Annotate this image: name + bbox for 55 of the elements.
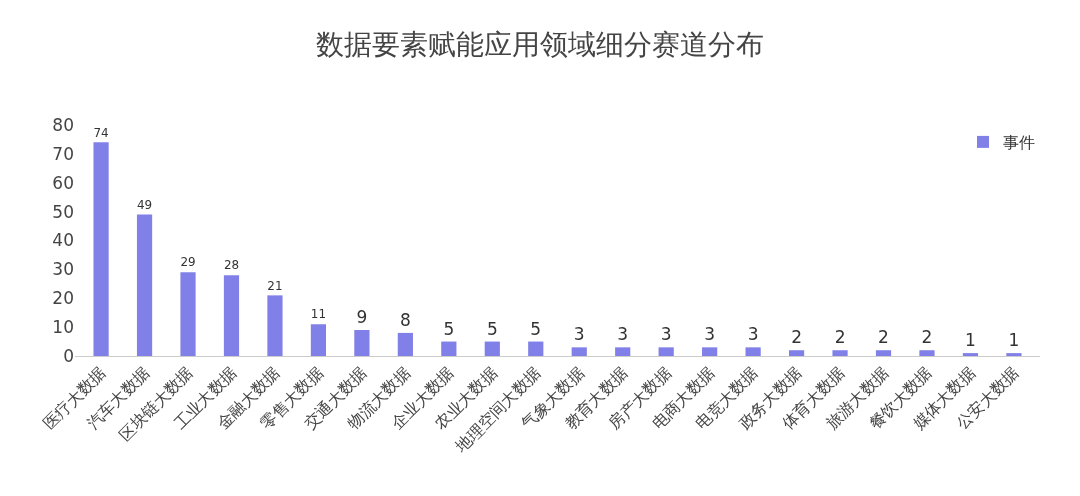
data-label: 1 — [965, 330, 976, 351]
data-label: 21 — [267, 278, 283, 293]
legend-label: 事件 — [1003, 133, 1035, 153]
data-label: 3 — [573, 324, 585, 345]
bar — [397, 332, 413, 356]
bar — [702, 347, 718, 356]
bar — [571, 347, 587, 356]
y-tick-label: 10 — [52, 317, 74, 338]
bar — [484, 341, 500, 356]
bar — [267, 295, 283, 356]
bar — [441, 341, 457, 356]
bar — [528, 341, 544, 356]
data-label: 5 — [530, 318, 542, 339]
bar — [223, 275, 240, 356]
data-label: 3 — [704, 324, 716, 345]
data-label: 5 — [443, 318, 455, 339]
bar — [93, 142, 109, 356]
y-tick-label: 0 — [63, 345, 74, 366]
bar — [788, 350, 805, 356]
data-label: 3 — [747, 324, 759, 345]
y-tick-label: 30 — [52, 259, 74, 280]
bar — [1006, 353, 1022, 356]
data-label: 5 — [486, 318, 498, 339]
data-label: 9 — [356, 307, 368, 328]
bar — [354, 330, 370, 356]
bar — [180, 272, 196, 356]
data-label: 3 — [617, 324, 629, 345]
y-tick-label: 20 — [52, 288, 74, 309]
data-label: 8 — [399, 309, 411, 330]
bar — [310, 324, 327, 356]
bar — [136, 214, 153, 356]
bar — [615, 347, 631, 356]
data-label: 1 — [1008, 330, 1020, 351]
data-label: 3 — [660, 324, 672, 345]
y-tick-label: 50 — [52, 201, 74, 222]
bar — [832, 350, 848, 356]
data-label: 2 — [921, 327, 933, 348]
bar — [919, 350, 935, 356]
bar — [962, 353, 979, 356]
data-label: 2 — [834, 327, 846, 348]
data-label: 2 — [791, 327, 802, 348]
data-label: 74 — [93, 125, 109, 140]
y-tick-label: 40 — [52, 230, 74, 251]
data-label: 11 — [310, 307, 327, 322]
bar — [875, 350, 892, 356]
y-tick-label: 80 — [52, 114, 74, 135]
data-label: 29 — [180, 255, 196, 270]
bar — [658, 347, 674, 356]
y-tick-label: 70 — [52, 143, 74, 164]
bar — [745, 347, 761, 356]
data-label: 28 — [223, 258, 240, 273]
y-tick-label: 60 — [52, 172, 74, 193]
chart-title: 数据要素赋能应用领域细分赛道分布 — [316, 28, 764, 62]
data-label: 49 — [136, 197, 153, 212]
data-label: 2 — [878, 327, 889, 348]
